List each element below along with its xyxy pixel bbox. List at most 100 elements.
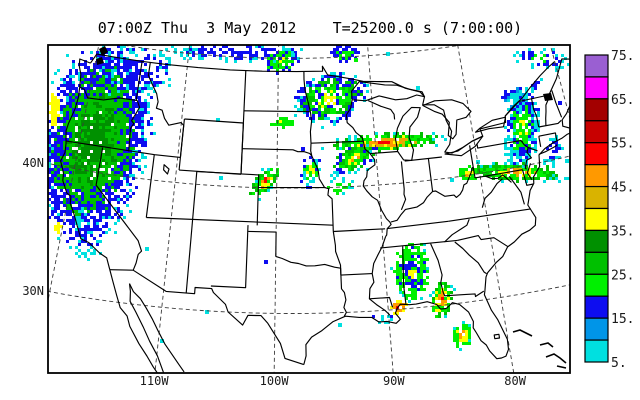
boundary-line	[345, 114, 392, 237]
boundary-line	[531, 98, 540, 128]
storm-speck	[416, 86, 420, 90]
storm-speck	[291, 53, 295, 57]
boundary-line	[95, 147, 143, 271]
boundary-line	[109, 269, 159, 373]
boundary-line	[210, 225, 249, 289]
boundary-line	[196, 171, 259, 176]
lat-axis-label-40N: 40N	[22, 156, 44, 170]
boundary-line	[485, 174, 512, 183]
boundary-line	[60, 58, 111, 270]
boundary-line	[538, 132, 558, 141]
boundary-line	[303, 290, 510, 365]
map-frame	[47, 44, 571, 374]
boundary-line	[128, 100, 141, 152]
coast-detail-mark	[543, 93, 553, 101]
boundary-line	[551, 90, 563, 118]
colorbar-label-75: 75.	[611, 49, 634, 64]
storm-alabama-blob	[390, 243, 429, 306]
colorbar: 75. 65. 55. 45. 35. 25. 15. 5.	[584, 49, 634, 371]
boundary-line	[469, 145, 476, 178]
lake-outline	[422, 99, 472, 140]
boundary-line	[310, 143, 313, 157]
colorbar-box-1	[584, 76, 609, 100]
coast-detail-mark	[99, 46, 108, 56]
colorbar-label-5: 5.	[611, 356, 627, 371]
grid-line	[457, 45, 515, 373]
storm-speck	[301, 147, 305, 151]
lon-axis-label-110W: 110W	[140, 374, 170, 388]
boundary-line	[521, 169, 534, 186]
boundary-line	[387, 220, 449, 230]
colorbar-box-5	[584, 164, 609, 188]
colorbar-label-65: 65.	[611, 93, 634, 108]
colorbar-box-10	[584, 273, 609, 297]
storm-nd-green	[264, 51, 300, 75]
colorbar-box-2	[584, 98, 609, 122]
boundary-line	[504, 60, 556, 117]
storm-fl-west-cell	[453, 321, 471, 351]
storm-pnw-yellow	[48, 93, 60, 126]
colorbar-label-35: 35.	[611, 224, 634, 239]
lake-outline	[493, 333, 501, 340]
storm-nd-band	[165, 45, 303, 63]
storm-midwest-scatter	[327, 177, 354, 195]
plot-title: 07:00Z Thu 3 May 2012 T=25200.0 s (7:00:…	[97, 19, 523, 37]
boundary-line	[481, 178, 503, 208]
colorbar-box-12	[584, 317, 609, 341]
boundary-line	[520, 140, 532, 170]
boundary-line	[340, 268, 347, 317]
storm-pnw-yellow2	[54, 222, 63, 234]
boundary-line	[242, 148, 313, 157]
colorbar-label-45: 45.	[611, 181, 634, 196]
lon-axis-label-90W: 90W	[383, 374, 405, 388]
boundary-line	[448, 208, 531, 222]
colorbar-label-55: 55.	[611, 137, 634, 152]
storm-speck	[450, 178, 454, 182]
storm-sd-cell	[270, 117, 294, 129]
lake-outline	[163, 164, 170, 175]
boundary-line	[243, 110, 311, 113]
colorbar-box-11	[584, 295, 609, 319]
boundary-line	[538, 119, 562, 128]
boundary-line	[178, 118, 185, 171]
island-coast	[512, 329, 533, 337]
boundary-line	[311, 155, 334, 232]
storm-speck	[216, 118, 220, 122]
boundary-line	[79, 86, 138, 102]
boundary-line	[402, 246, 407, 305]
boundary-line	[146, 216, 334, 226]
storm-iowa-west	[300, 156, 321, 189]
boundary-line	[310, 140, 364, 144]
storm-lake-woods	[330, 45, 360, 63]
boundary-line	[147, 62, 185, 126]
boundary-line	[275, 255, 341, 269]
boundary-line	[484, 104, 570, 291]
boundary-line	[527, 146, 538, 152]
boundary-line	[442, 290, 485, 298]
boundary-line	[185, 221, 193, 294]
boundary-line	[248, 230, 277, 257]
lake-outline	[444, 135, 484, 157]
storm-speck	[219, 176, 223, 180]
boundary-line	[241, 70, 247, 149]
boundary-line	[303, 71, 311, 112]
lake-outline	[394, 106, 421, 161]
coast-detail-mark	[96, 57, 104, 65]
colorbar-box-3	[584, 120, 609, 144]
boundary-line	[370, 150, 398, 155]
storm-speck	[565, 159, 569, 163]
boundary-line	[526, 163, 533, 181]
colorbar-box-9	[584, 251, 609, 275]
storm-speck	[338, 323, 342, 327]
island-coast	[545, 353, 567, 364]
lake-outline	[351, 80, 426, 102]
lon-axis-label-80W: 80W	[504, 374, 526, 388]
boundary-line	[333, 228, 386, 233]
colorbar-box-7	[584, 207, 609, 232]
storm-speck	[145, 247, 149, 251]
lake-outline	[475, 116, 507, 133]
boundary-line	[457, 235, 509, 248]
